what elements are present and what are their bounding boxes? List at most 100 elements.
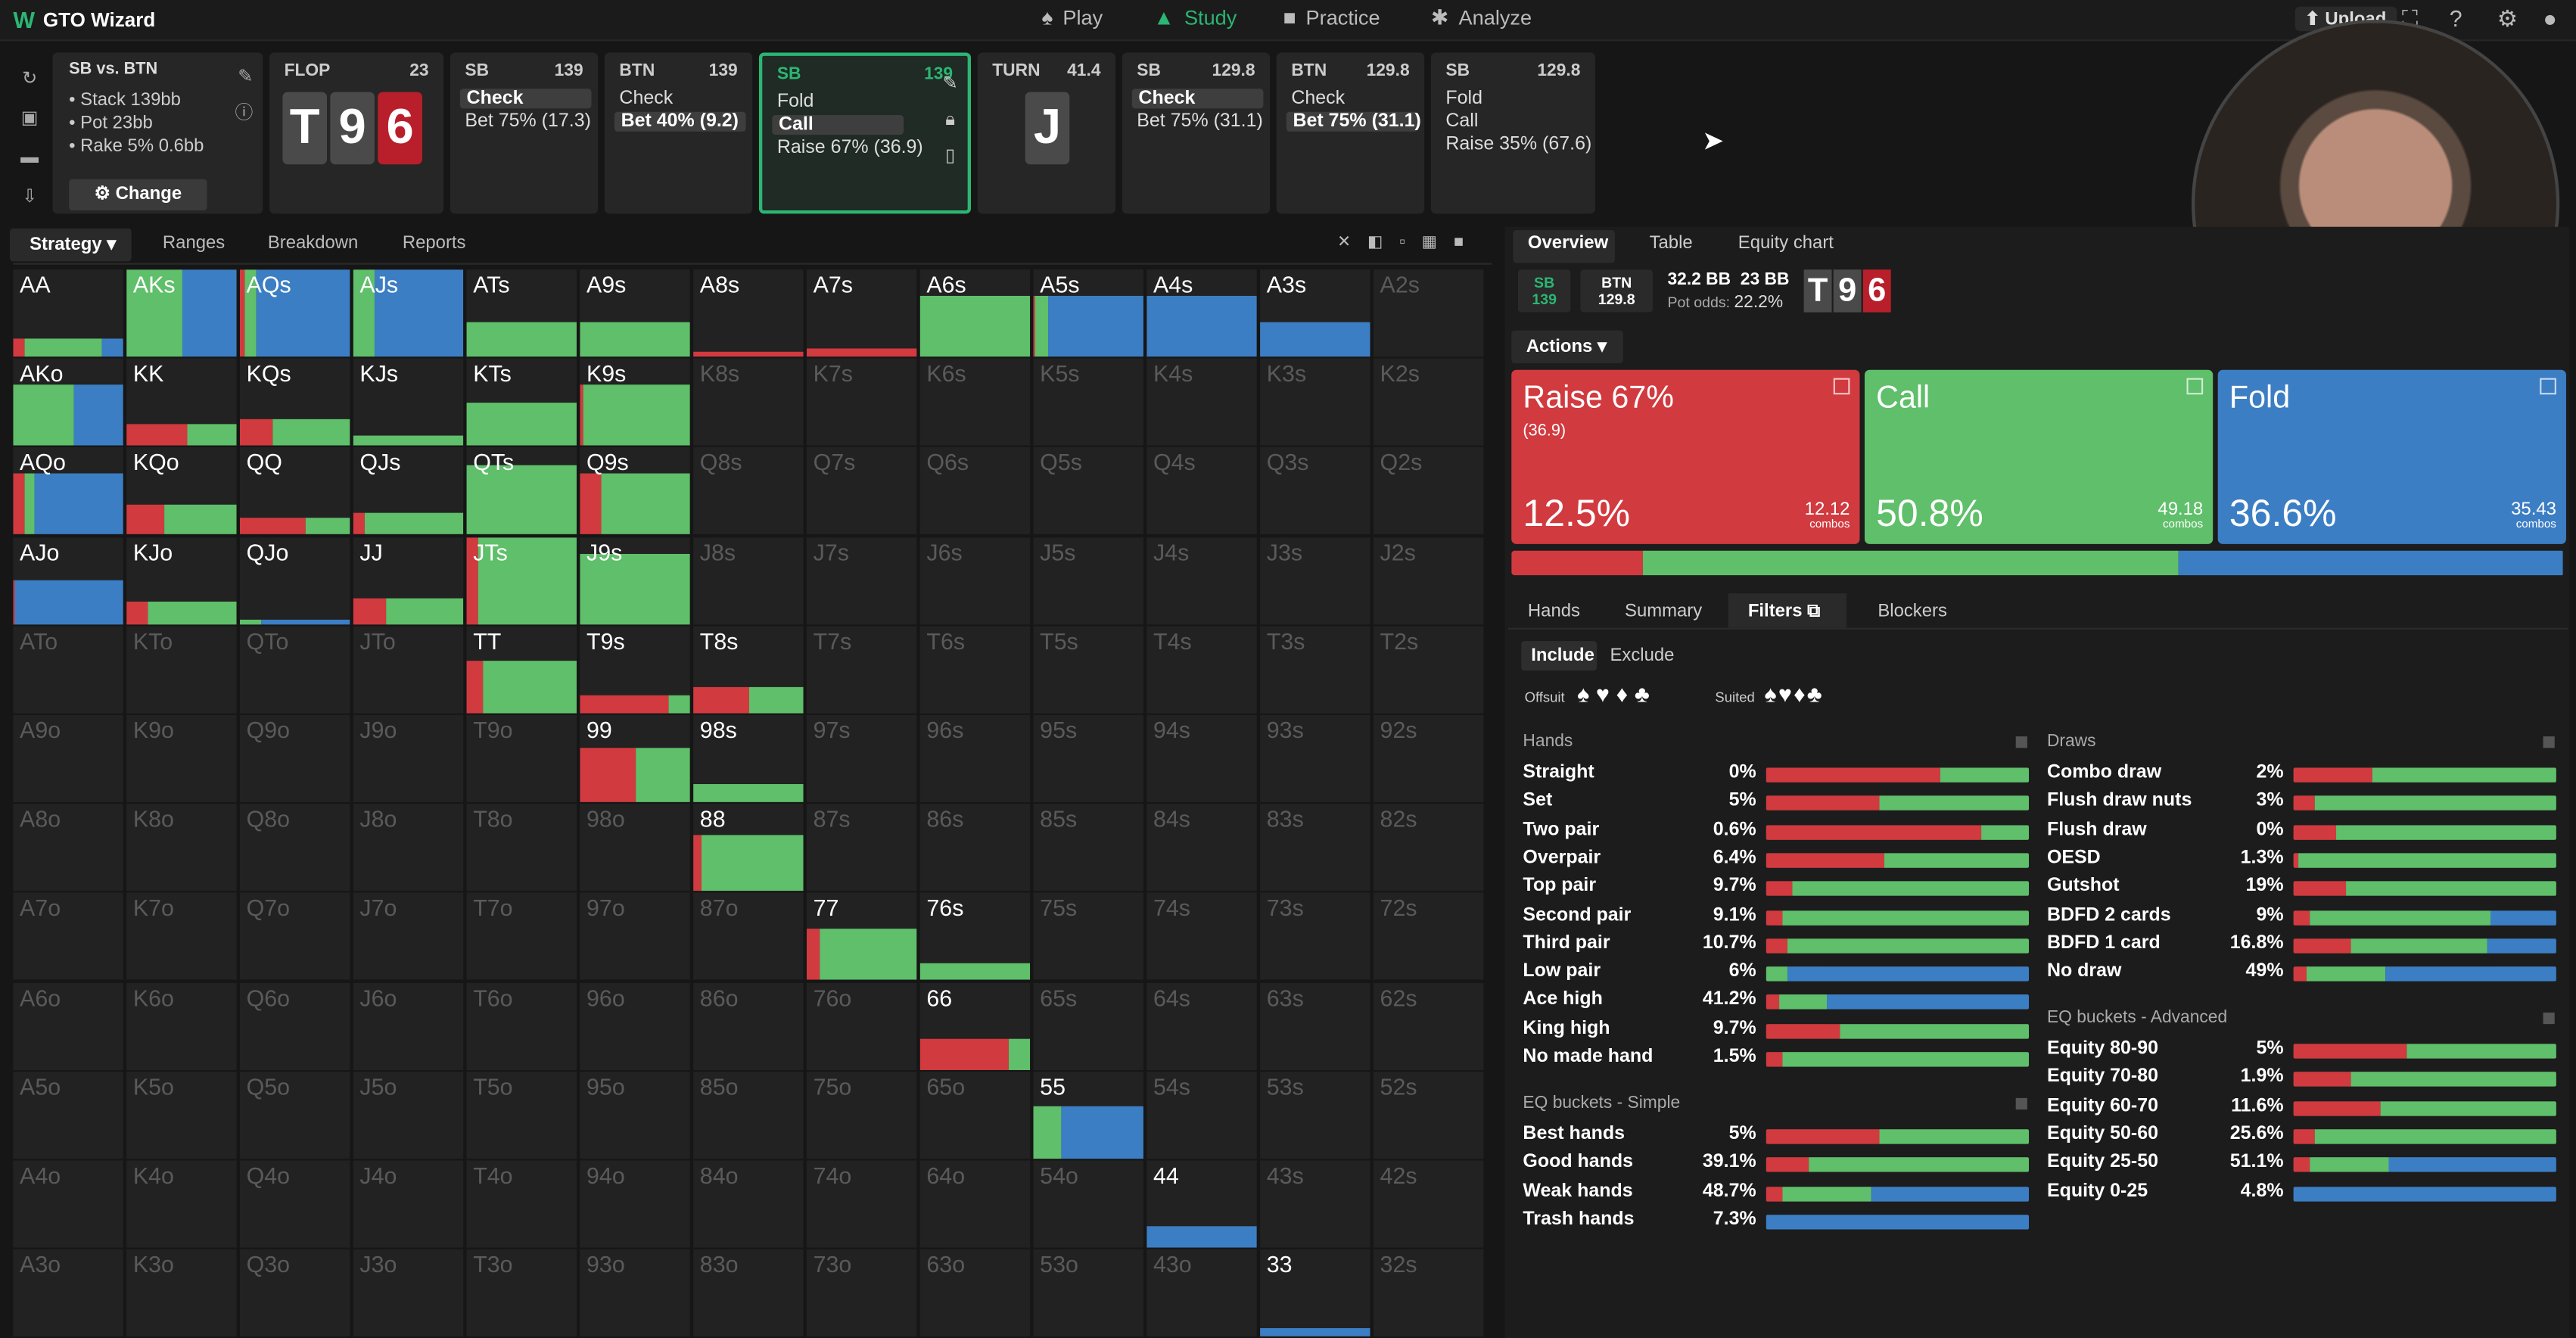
stats-row[interactable]: Equity 70-80 1.9% xyxy=(2047,1066,2556,1094)
hand-cell[interactable]: K2s xyxy=(1373,358,1484,447)
hand-cell[interactable]: 83o xyxy=(693,1249,804,1337)
info-icon[interactable]: ⓘ xyxy=(235,103,254,123)
hand-cell[interactable]: J8o xyxy=(353,804,464,891)
hand-cell[interactable]: TT xyxy=(466,626,577,714)
history-action[interactable]: Check xyxy=(619,89,673,108)
hand-cell[interactable]: 95o xyxy=(580,1071,690,1159)
stats-row[interactable]: BDFD 2 cards 9% xyxy=(2047,904,2556,932)
hand-cell[interactable]: 83s xyxy=(1260,804,1370,891)
reset-icon[interactable]: ↻ xyxy=(22,69,38,89)
hand-cell[interactable]: 96s xyxy=(919,714,1031,802)
hand-cell[interactable]: 97s xyxy=(806,714,917,802)
hand-cell[interactable]: A6s xyxy=(919,269,1031,357)
hand-cell[interactable]: T4s xyxy=(1146,626,1257,714)
hand-cell[interactable]: 62s xyxy=(1373,982,1484,1070)
suited-suit-icons[interactable]: ♠♥♦♣ xyxy=(1764,680,1824,707)
help-icon[interactable]: ? xyxy=(2449,5,2462,32)
hand-cell[interactable]: 75s xyxy=(1033,893,1143,981)
stats-row[interactable]: Best hands 5% xyxy=(1523,1122,2030,1150)
hand-cell[interactable]: AJo xyxy=(13,537,123,624)
history-card[interactable]: FLOP 23 T 9 6 xyxy=(269,52,444,214)
car-icon[interactable]: ▬ xyxy=(20,148,39,168)
hand-cell[interactable]: 32s xyxy=(1373,1249,1484,1337)
hand-cell[interactable]: 93s xyxy=(1260,714,1370,802)
history-action[interactable]: Raise 35% (67.6) xyxy=(1445,135,1591,154)
hand-cell[interactable]: 74o xyxy=(806,1160,917,1248)
hand-cell[interactable]: 87o xyxy=(693,893,804,981)
hand-cell[interactable]: 42s xyxy=(1373,1160,1484,1248)
edit-icon[interactable]: ✎ xyxy=(942,73,958,94)
hand-cell[interactable]: A8s xyxy=(693,269,804,357)
hand-cell[interactable]: 53s xyxy=(1260,1071,1370,1159)
account-icon[interactable]: ● xyxy=(2543,5,2557,32)
tab-breakdown[interactable]: Breakdown xyxy=(267,233,359,254)
hand-cell[interactable]: T9s xyxy=(580,626,690,714)
hand-cell[interactable]: Q2s xyxy=(1373,447,1484,535)
hand-cell[interactable]: 84s xyxy=(1146,804,1257,891)
nav-practice[interactable]: ■ Practice xyxy=(1283,5,1380,30)
hand-cell[interactable]: ATs xyxy=(466,269,577,357)
book-icon[interactable]: ▯ xyxy=(945,146,956,166)
history-action[interactable]: Bet 75% (17.3) xyxy=(465,112,591,132)
hand-cell[interactable]: 94o xyxy=(580,1160,690,1248)
hand-cell[interactable]: 75o xyxy=(806,1071,917,1159)
hand-cell[interactable]: K5s xyxy=(1033,358,1143,447)
hand-cell[interactable]: 84o xyxy=(693,1160,804,1248)
hand-cell[interactable]: 85o xyxy=(693,1071,804,1159)
stats-row[interactable]: Two pair 0.6% xyxy=(1523,818,2030,846)
hand-cell[interactable]: KQo xyxy=(126,447,237,535)
hand-cell[interactable]: AA xyxy=(13,269,123,357)
hand-cell[interactable]: A6o xyxy=(13,982,123,1070)
hand-cell[interactable]: KJs xyxy=(353,358,464,447)
hand-cell[interactable]: Q4o xyxy=(239,1160,350,1248)
hand-cell[interactable]: Q6s xyxy=(919,447,1031,535)
tab-filters[interactable]: Filters ⧉ xyxy=(1748,602,1820,623)
hand-cell[interactable]: A5o xyxy=(13,1071,123,1159)
change-button[interactable]: ⚙ Change xyxy=(69,179,207,211)
hand-cell[interactable]: AQs xyxy=(239,269,350,357)
hand-cell[interactable]: J4s xyxy=(1146,537,1257,624)
hand-cell[interactable]: Q5o xyxy=(239,1071,350,1159)
hand-cell[interactable]: A8o xyxy=(13,804,123,891)
hand-cell[interactable]: QJs xyxy=(353,447,464,535)
hand-cell[interactable]: 72s xyxy=(1373,893,1484,981)
hand-cell[interactable]: A9o xyxy=(13,714,123,802)
stats-row[interactable]: Top pair 9.7% xyxy=(1523,875,2030,903)
hand-cell[interactable]: 85s xyxy=(1033,804,1143,891)
history-action[interactable]: Check xyxy=(1131,89,1264,109)
hand-cell[interactable]: 82s xyxy=(1373,804,1484,891)
stats-row[interactable]: Flush draw 0% xyxy=(2047,818,2556,846)
section-toggle-icon[interactable] xyxy=(2015,736,2027,748)
tab-strategy[interactable]: Strategy ▾ xyxy=(30,235,117,255)
expand-icon[interactable] xyxy=(1833,378,1850,395)
hand-cell[interactable]: K4o xyxy=(126,1160,237,1248)
hand-cell[interactable]: Q7o xyxy=(239,893,350,981)
hand-cell[interactable]: K9o xyxy=(126,714,237,802)
hand-cell[interactable]: Q4s xyxy=(1146,447,1257,535)
history-action[interactable]: Call xyxy=(772,115,904,135)
history-action[interactable]: Bet 40% (9.2) xyxy=(614,111,746,132)
nav-play[interactable]: ♠ Play xyxy=(1041,5,1103,30)
stats-row[interactable]: Equity 60-70 11.6% xyxy=(2047,1094,2556,1122)
section-toggle-icon[interactable] xyxy=(2015,1097,2027,1110)
history-action[interactable]: Fold xyxy=(777,92,814,112)
history-action[interactable]: Check xyxy=(1291,89,1345,108)
hand-cell[interactable]: 86s xyxy=(919,804,1031,891)
stats-row[interactable]: Equity 80-90 5% xyxy=(2047,1038,2556,1066)
hand-cell[interactable]: T8o xyxy=(466,804,577,891)
tab-table[interactable]: Table xyxy=(1649,233,1693,254)
hand-cell[interactable]: 95s xyxy=(1033,714,1143,802)
tab-reports[interactable]: Reports xyxy=(402,233,466,254)
hand-cell[interactable]: T2s xyxy=(1373,626,1484,714)
hand-cell[interactable]: 94s xyxy=(1146,714,1257,802)
hand-cell[interactable]: T3o xyxy=(466,1249,577,1337)
hand-cell[interactable]: T9o xyxy=(466,714,577,802)
hand-cell[interactable]: QQ xyxy=(239,447,350,535)
stats-row[interactable]: Straight 0% xyxy=(1523,761,2030,789)
hand-cell[interactable]: JTs xyxy=(466,537,577,624)
hand-cell[interactable]: 64s xyxy=(1146,982,1257,1070)
history-card[interactable]: SB 139 Check Bet 75% (17.3) xyxy=(450,52,599,214)
hand-cell[interactable]: AKo xyxy=(13,358,123,447)
hand-cell[interactable]: 65s xyxy=(1033,982,1143,1070)
grid-view-controls[interactable]: ✕◧▫▦■ xyxy=(1337,233,1480,252)
